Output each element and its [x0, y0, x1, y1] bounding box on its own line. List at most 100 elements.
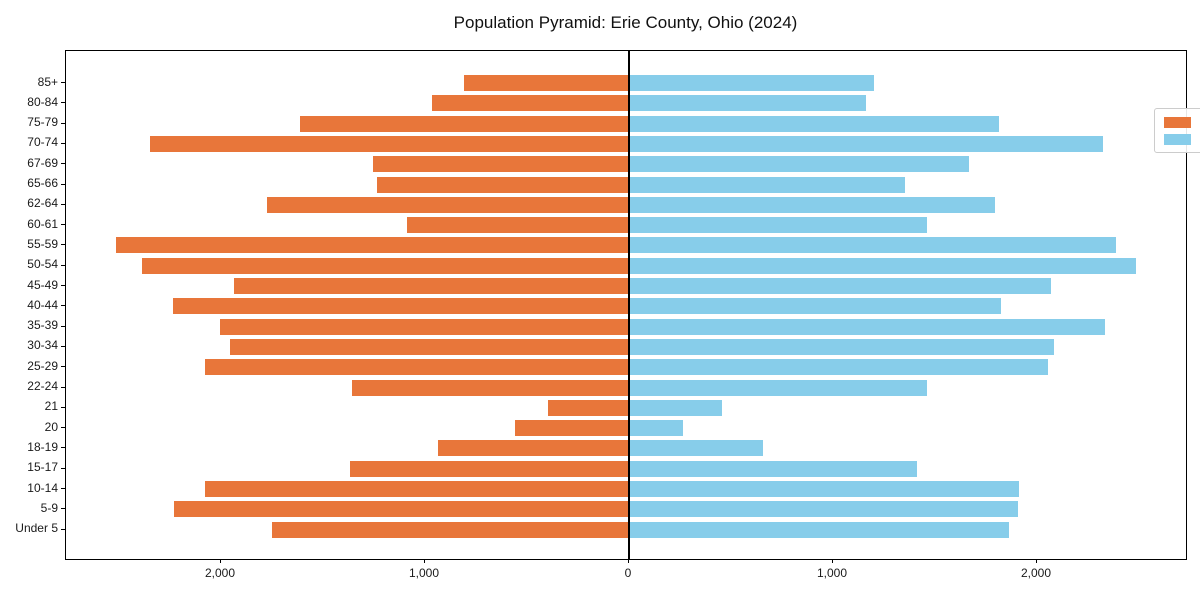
y-tick-mark [61, 163, 65, 165]
x-tick-mark [424, 559, 425, 563]
x-tick-mark [1036, 559, 1037, 563]
y-axis-label-18-19: 18-19 [27, 439, 58, 454]
y-axis-label-25-29: 25-29 [27, 358, 58, 373]
y-axis-label-65-66: 65-66 [27, 176, 58, 190]
y-axis-label-35-39: 35-39 [27, 318, 58, 333]
y-tick-mark [61, 82, 65, 83]
y-axis-label-62-64: 62-64 [27, 196, 58, 211]
y-tick-mark [61, 122, 65, 124]
female-bar-70-74 [630, 135, 1104, 152]
y-tick-mark [61, 406, 65, 408]
y-tick-mark [61, 508, 65, 510]
female-bar-18-19 [630, 440, 763, 457]
zero-axis-line [628, 51, 630, 559]
y-tick-mark [61, 528, 65, 530]
male-bar-50-54 [142, 257, 629, 274]
female-bar-40-44 [630, 298, 1002, 315]
male-bar-40-44 [173, 298, 629, 315]
y-axis-label-85+: 85+ [37, 74, 58, 89]
female-bar-50-54 [630, 257, 1136, 274]
y-tick-mark [61, 447, 65, 449]
x-tick-mark [628, 559, 629, 563]
male-bar-20 [514, 420, 629, 437]
female-bar-67-69 [630, 156, 969, 173]
male-bar-60-61 [406, 217, 629, 234]
y-axis-label-55-59: 55-59 [27, 236, 58, 251]
y-tick-mark [61, 366, 65, 368]
male-bar-45-49 [234, 278, 629, 294]
female-bar-5-9 [630, 501, 1018, 518]
y-tick-mark [61, 386, 65, 388]
female-bar-65-66 [630, 176, 906, 193]
y-tick-mark [61, 467, 65, 469]
x-tick-label: 1,000 [816, 566, 848, 580]
female-bar-35-39 [630, 318, 1106, 335]
x-tick-label: 2,000 [1020, 566, 1052, 580]
male-bar-22-24 [351, 379, 629, 396]
y-tick-mark [61, 224, 65, 226]
female-bar-55-59 [630, 237, 1116, 254]
male-bar-55-59 [115, 237, 629, 254]
male-bar-35-39 [219, 318, 629, 335]
y-axis-label-15-17: 15-17 [27, 460, 58, 475]
male-bar-65-66 [377, 176, 629, 193]
male-bar-25-29 [204, 359, 629, 376]
male-bar-75-79 [299, 115, 629, 132]
male-bar-18-19 [438, 440, 629, 457]
male-bar-15-17 [349, 460, 629, 477]
legend-entry-male: Male [1164, 116, 1200, 128]
y-axis-label-5-9: 5-9 [40, 500, 58, 515]
female-bar-85+ [630, 75, 874, 91]
y-axis-label-67-69: 67-69 [27, 155, 58, 170]
legend-entry-female: Female [1164, 133, 1200, 145]
male-bar-80-84 [432, 95, 629, 112]
y-tick-mark [61, 264, 65, 266]
female-bar-10-14 [630, 481, 1019, 497]
y-tick-mark [61, 305, 65, 307]
y-axis-label-30-34: 30-34 [27, 338, 58, 353]
y-tick-mark [61, 102, 65, 104]
y-axis-label-60-61: 60-61 [27, 216, 58, 231]
y-axis-label-80-84: 80-84 [27, 94, 58, 109]
y-axis-label-10-14: 10-14 [27, 480, 58, 495]
y-tick-mark [61, 183, 65, 185]
y-axis-label-40-44: 40-44 [27, 297, 58, 312]
x-tick-mark [832, 559, 833, 563]
female-bar-under-5 [630, 521, 1010, 538]
y-axis-label-75-79: 75-79 [27, 115, 58, 130]
female-bar-75-79 [630, 115, 1000, 132]
female-bar-45-49 [630, 278, 1052, 294]
x-tick-mark [220, 559, 221, 563]
y-tick-mark [61, 142, 65, 144]
female-bar-30-34 [630, 338, 1055, 355]
legend: Male Female [1154, 108, 1200, 153]
male-bar-10-14 [204, 481, 629, 497]
female-bar-20 [630, 420, 684, 437]
y-axis-label-22-24: 22-24 [27, 379, 58, 393]
male-bar-under-5 [272, 521, 629, 538]
y-axis-label-70-74: 70-74 [27, 135, 58, 150]
y-tick-mark [61, 203, 65, 205]
y-tick-mark [61, 285, 65, 286]
chart-title: Population Pyramid: Erie County, Ohio (2… [453, 13, 798, 32]
female-bar-25-29 [630, 359, 1049, 376]
female-bar-80-84 [630, 95, 866, 112]
female-bar-22-24 [630, 379, 927, 396]
x-tick-label: 1,000 [408, 566, 440, 580]
male-legend-swatch [1164, 116, 1191, 128]
y-axis-label-21: 21 [44, 399, 58, 414]
y-tick-mark [61, 488, 65, 489]
y-axis-label-50-54: 50-54 [27, 257, 58, 272]
plot-area: Male Female [65, 50, 1200, 560]
female-bar-60-61 [630, 217, 927, 234]
male-bar-67-69 [372, 156, 629, 173]
male-bar-85+ [463, 75, 629, 91]
male-bar-70-74 [149, 135, 629, 152]
male-bar-5-9 [174, 501, 629, 518]
y-tick-mark [61, 345, 65, 347]
x-tick-label: 2,000 [204, 566, 236, 580]
male-bar-21 [548, 399, 629, 416]
female-bar-21 [630, 399, 722, 416]
female-legend-swatch [1164, 133, 1191, 145]
